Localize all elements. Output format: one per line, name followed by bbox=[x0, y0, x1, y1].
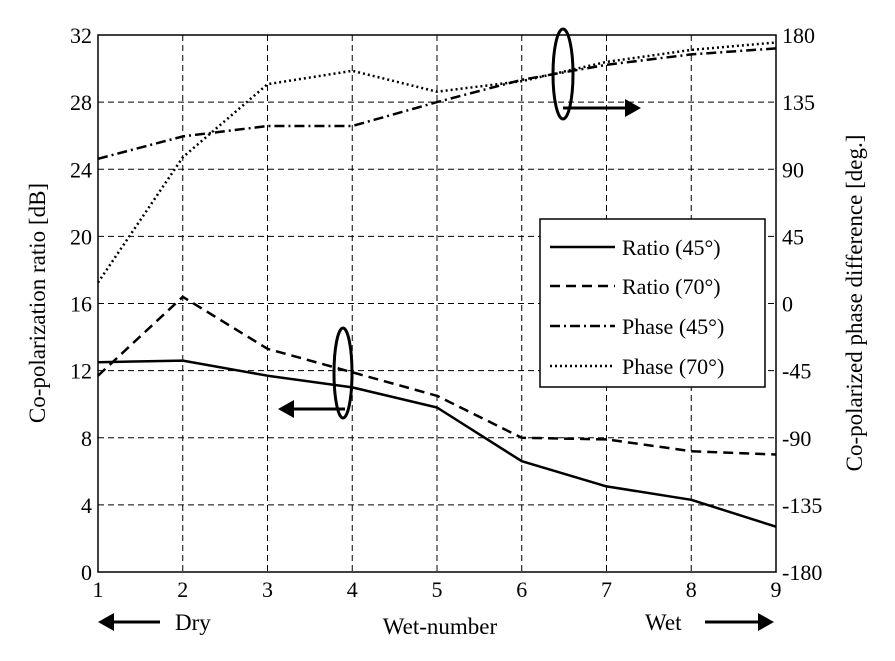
y-right-tick-label: 135 bbox=[782, 90, 815, 115]
y-left-tick-label: 20 bbox=[70, 224, 92, 249]
x-tick-label: 6 bbox=[516, 577, 527, 602]
ticks: 1 2 3 4 5 6 7 8 9048121620242832-180-135-90-4504… bbox=[70, 23, 822, 602]
y-right-tick-label: -45 bbox=[782, 359, 811, 384]
y-left-tick-label: 28 bbox=[70, 90, 92, 115]
legend: Ratio (45°) Ratio (70°) Phase (45°) Phas… bbox=[539, 218, 766, 388]
right-axis-arrowhead bbox=[625, 99, 641, 117]
x-tick-label: 7 bbox=[601, 577, 612, 602]
plot-frame bbox=[97, 34, 777, 573]
y-axis-left-label: Co-polarization ratio [dB] bbox=[25, 183, 50, 423]
x-tick-label: 4 bbox=[347, 577, 358, 602]
y-left-tick-label: 12 bbox=[70, 359, 92, 384]
right-axis-indicator bbox=[551, 27, 641, 121]
x-tick-label: 8 bbox=[686, 577, 697, 602]
y-left-tick-label: 0 bbox=[81, 560, 92, 585]
x-tick-label: 9 bbox=[771, 577, 782, 602]
legend-label-ratio-45: Ratio (45°) bbox=[622, 235, 721, 260]
x-tick-label: 5 bbox=[432, 577, 443, 602]
left-axis-indicator bbox=[278, 326, 354, 420]
x-tick-label: 2 bbox=[177, 577, 188, 602]
legend-label-phase-45: Phase (45°) bbox=[622, 314, 724, 339]
y-right-tick-label: -135 bbox=[782, 493, 822, 518]
series-line-3 bbox=[96, 41, 777, 284]
dry-annotation: Dry bbox=[98, 610, 211, 635]
y-left-tick-label: 24 bbox=[70, 157, 92, 182]
series-line-1 bbox=[97, 295, 777, 456]
x-tick-label: 1 bbox=[93, 577, 104, 602]
y-right-tick-label: 45 bbox=[782, 224, 804, 249]
y-left-tick-label: 32 bbox=[70, 23, 92, 48]
wet-label: Wet bbox=[645, 610, 682, 635]
left-axis-rotation-icon bbox=[332, 326, 354, 420]
y-left-tick-label: 4 bbox=[81, 493, 92, 518]
y-axis-right-label: Co-polarized phase difference [deg.] bbox=[842, 135, 867, 472]
wet-annotation: Wet bbox=[645, 610, 774, 635]
y-right-tick-label: -90 bbox=[782, 426, 811, 451]
left-axis-arrowhead bbox=[278, 400, 294, 418]
y-left-tick-label: 8 bbox=[81, 426, 92, 451]
y-right-tick-label: -180 bbox=[782, 560, 822, 585]
series-line-2 bbox=[97, 47, 777, 161]
wet-arrowhead bbox=[758, 613, 774, 631]
dry-label: Dry bbox=[175, 610, 211, 635]
dry-arrowhead bbox=[98, 613, 114, 631]
legend-label-phase-70: Phase (70°) bbox=[622, 354, 724, 379]
legend-label-ratio-70: Ratio (70°) bbox=[622, 274, 721, 299]
x-axis-label: Wet-number bbox=[383, 614, 498, 639]
y-right-tick-label: 180 bbox=[782, 23, 815, 48]
right-axis-rotation-icon bbox=[551, 27, 575, 121]
series-line-0 bbox=[97, 359, 777, 528]
y-right-tick-label: 90 bbox=[782, 157, 804, 182]
series-layer bbox=[96, 41, 777, 528]
y-right-tick-label: 0 bbox=[782, 292, 793, 317]
x-tick-label: 3 bbox=[262, 577, 273, 602]
y-left-tick-label: 16 bbox=[70, 292, 92, 317]
